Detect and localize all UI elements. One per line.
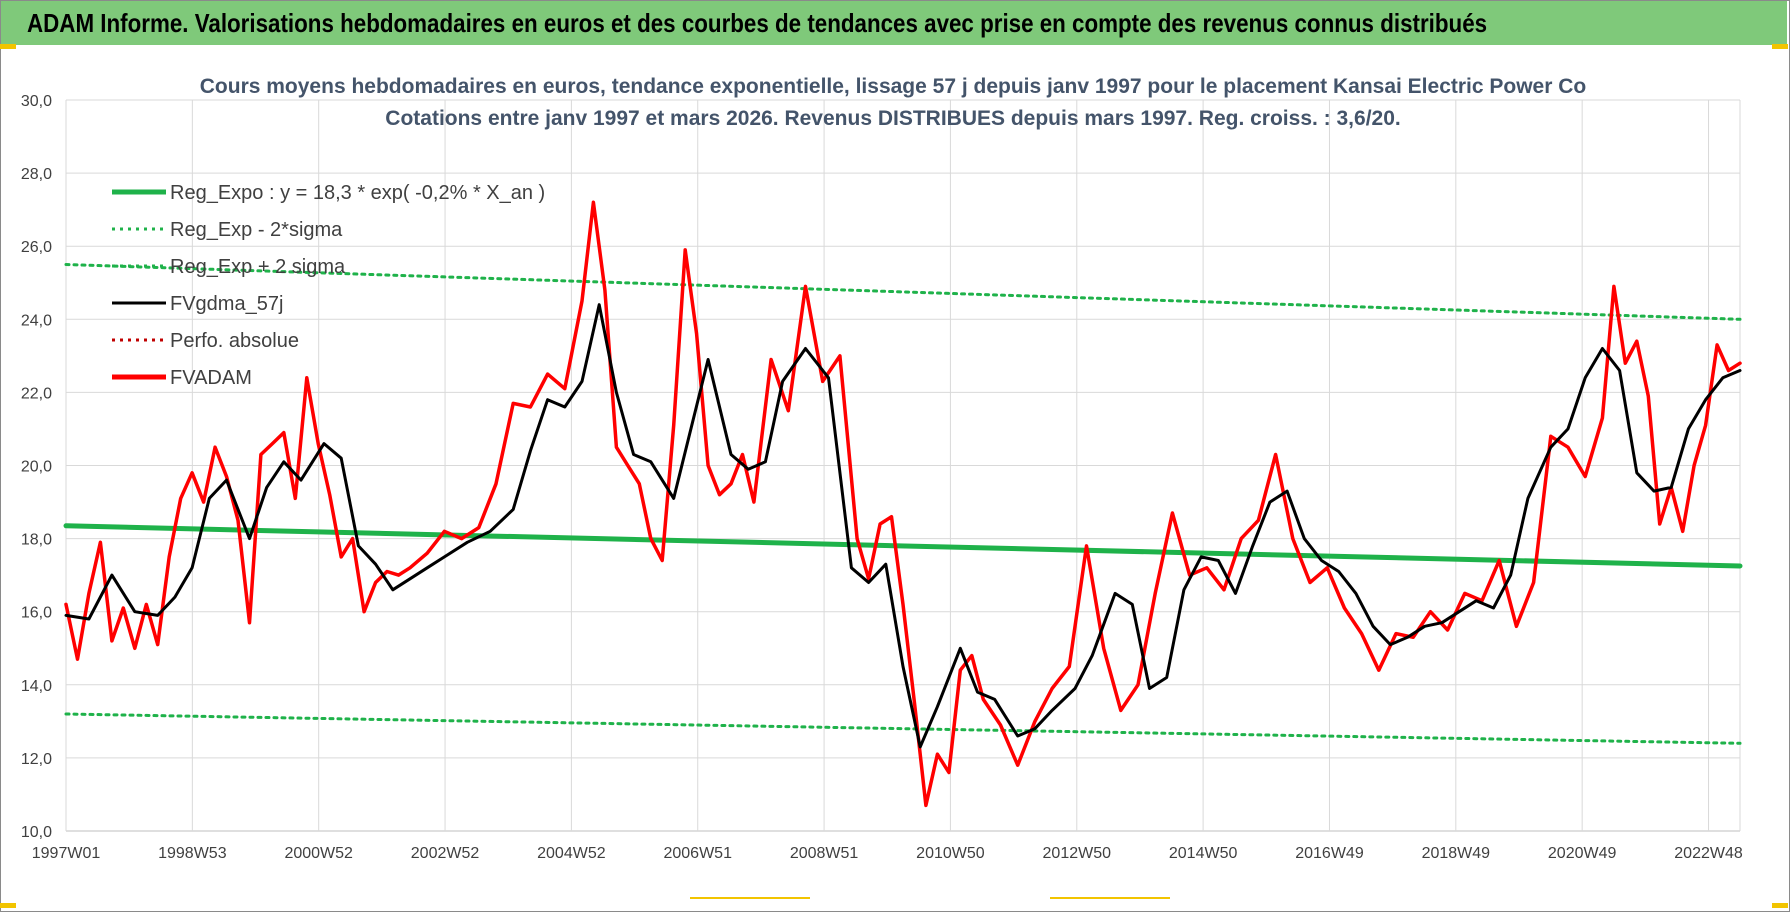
y-tick-label: 12,0: [21, 751, 52, 768]
legend-label: Perfo. absolue: [170, 330, 299, 352]
bottom-marker: [1050, 897, 1170, 899]
bottom-marker: [690, 897, 810, 899]
x-tick-label: 1997W01: [32, 845, 101, 862]
x-tick-label: 2008W51: [790, 845, 859, 862]
legend-label: Reg_Exp - 2*sigma: [170, 219, 343, 241]
x-tick-label: 1998W53: [158, 845, 227, 862]
series-fvadam: [64, 200, 1742, 808]
x-axis: 1997W01 1998W53 2000W52 2002W52 2004W52 2006W…: [32, 845, 1743, 862]
x-tick-label: 2004W52: [537, 845, 606, 862]
series-fvgdma: [64, 303, 1742, 749]
corner-marker: [1772, 903, 1788, 908]
y-axis: 10,0 12,0 14,0 16,0 18,0 20,0 22,0 24,0 26,0 28,0…: [21, 93, 52, 841]
banner: ADAM Informe. Valorisations hebdomadaire…: [1, 1, 1787, 45]
x-tick-label: 2006W51: [663, 845, 732, 862]
x-tick-label: 2018W49: [1422, 845, 1491, 862]
y-tick-label: 30,0: [21, 93, 52, 110]
banner-title: ADAM Informe. Valorisations hebdomadaire…: [27, 8, 1488, 38]
x-tick-label: 2000W52: [284, 845, 353, 862]
series-reg-minus: [64, 712, 1742, 745]
y-tick-label: 24,0: [21, 312, 52, 329]
y-tick-label: 26,0: [21, 239, 52, 256]
grid: [65, 99, 1741, 832]
corner-marker: [0, 903, 16, 908]
legend-label: FVgdma_57j: [170, 293, 283, 315]
series-reg-plus: [64, 263, 1742, 321]
y-tick-label: 14,0: [21, 678, 52, 695]
y-tick-label: 22,0: [21, 385, 52, 402]
x-tick-label: 2014W50: [1169, 845, 1238, 862]
y-tick-label: 28,0: [21, 166, 52, 183]
corner-marker: [0, 44, 16, 49]
x-tick-label: 2022W48: [1674, 845, 1743, 862]
chart-subtitle: Cotations entre janv 1997 et mars 2026. …: [385, 107, 1400, 130]
series-reg-expo: [63, 523, 1743, 569]
chart-title: Cours moyens hebdomadaires en euros, ten…: [200, 75, 1586, 98]
legend-label: Reg_Exp + 2 sigma: [170, 256, 346, 278]
x-tick-label: 2016W49: [1295, 845, 1364, 862]
legend-label: FVADAM: [170, 367, 252, 389]
plot-lines: [63, 200, 1743, 808]
y-tick-label: 20,0: [21, 459, 52, 476]
x-tick-label: 2012W50: [1043, 845, 1112, 862]
x-tick-label: 2010W50: [916, 845, 985, 862]
x-tick-label: 2002W52: [411, 845, 480, 862]
legend-label: Reg_Expo : y = 18,3 * exp( -0,2% * X_an …: [170, 182, 545, 204]
x-tick-label: 2020W49: [1548, 845, 1617, 862]
corner-marker: [1772, 44, 1788, 49]
y-tick-label: 16,0: [21, 605, 52, 622]
y-tick-label: 18,0: [21, 532, 52, 549]
legend: Reg_Expo : y = 18,3 * exp( -0,2% * X_an …: [112, 182, 545, 389]
y-tick-label: 10,0: [21, 824, 52, 841]
